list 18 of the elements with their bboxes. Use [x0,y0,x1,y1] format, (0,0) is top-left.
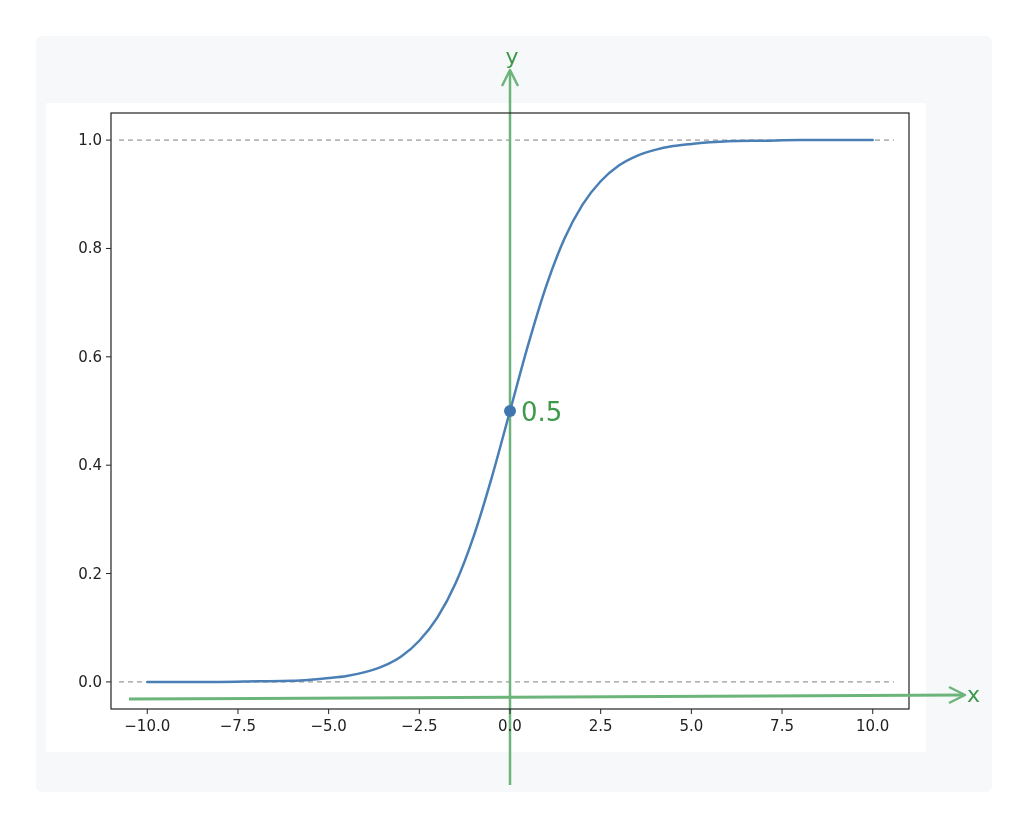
x-tick-label: 5.0 [679,717,704,735]
x-tick-label: 10.0 [856,717,890,735]
annotation: 0.5 [521,397,563,427]
y-tick-label: 0.2 [78,564,102,583]
y-tick-label: 0.4 [78,456,102,475]
x-tick-label: −5.0 [310,717,347,735]
x-tick-label: 2.5 [588,717,613,735]
x-axis-title: x [967,682,981,707]
y-axis-title: y [505,44,519,69]
line-series [146,138,874,684]
y-tick-label: 0.0 [78,672,102,691]
y-tick-label: 0.6 [78,347,102,366]
x-tick-label: −10.0 [124,717,171,735]
x-tick-label: −7.5 [219,717,257,735]
x-tick-label: 7.5 [770,717,794,735]
x-tick-label: −2.5 [401,717,438,735]
y-tick-label: 1.0 [78,131,102,150]
y-tick-label: 0.8 [78,239,102,258]
